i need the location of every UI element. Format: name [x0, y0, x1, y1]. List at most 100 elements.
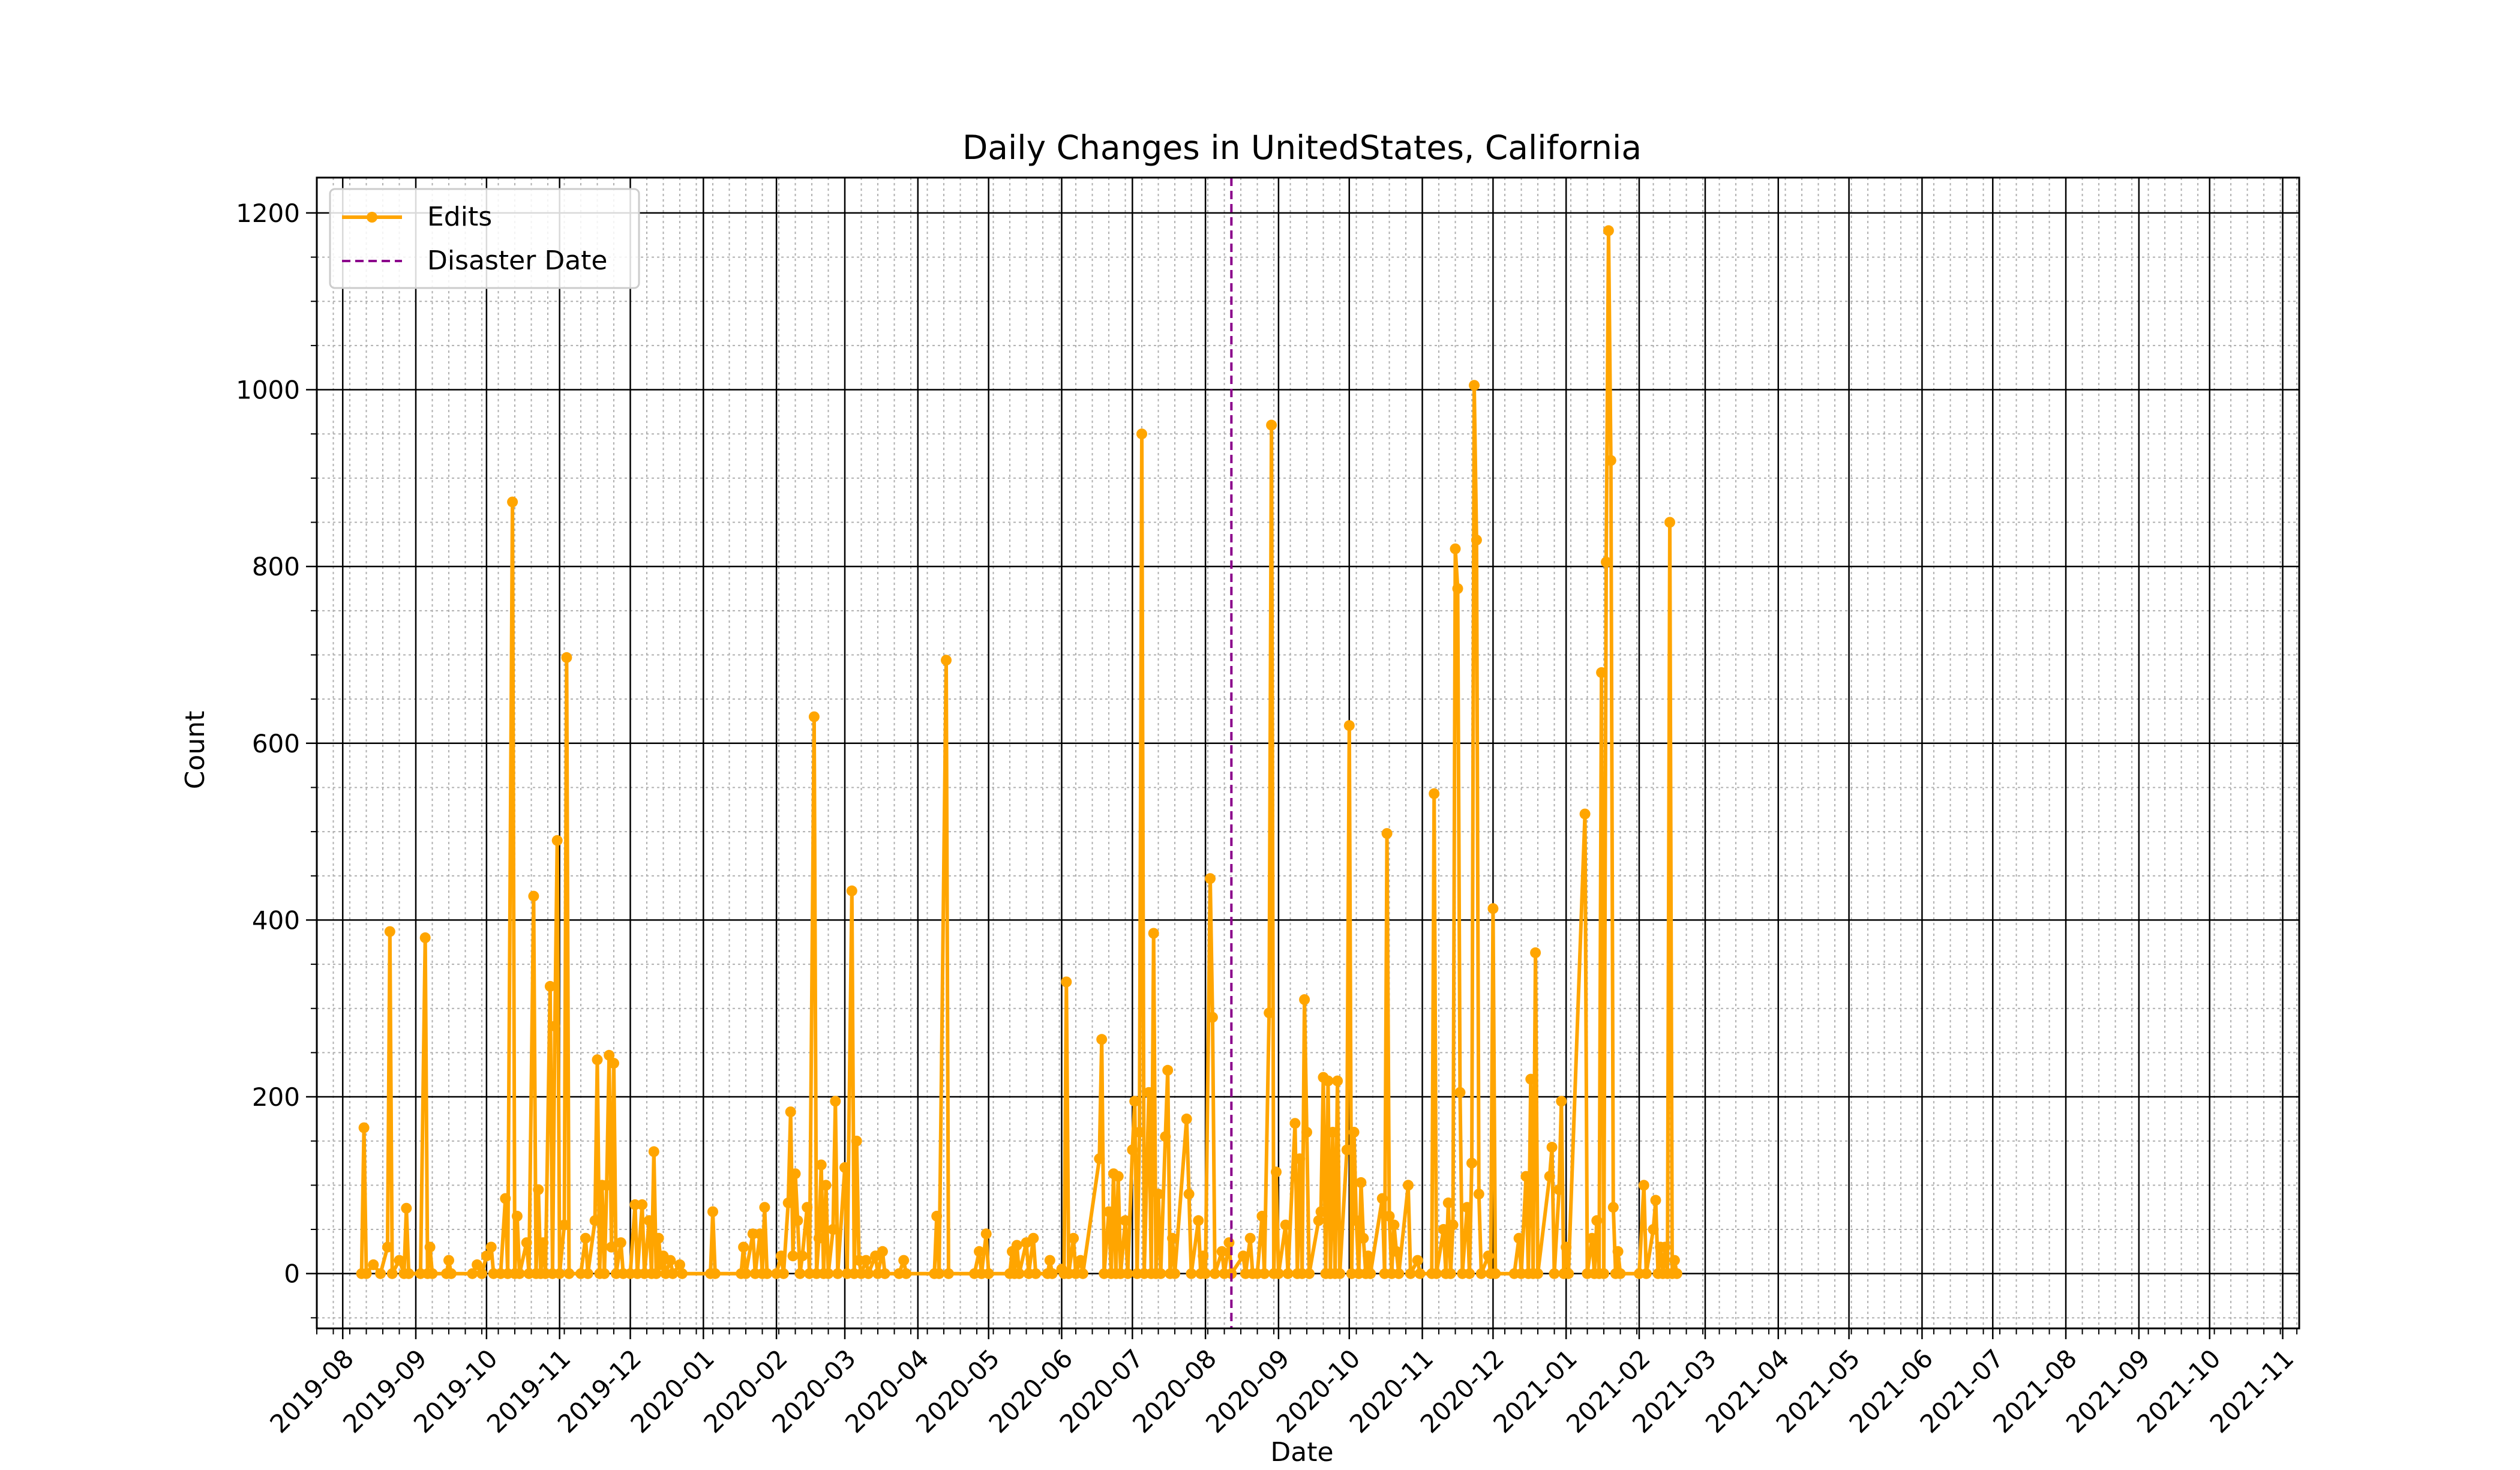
edits-point — [1103, 1206, 1114, 1217]
edits-point — [511, 1210, 523, 1222]
edits-point — [1471, 535, 1482, 545]
edits-point — [655, 1259, 667, 1270]
edits-point — [1343, 720, 1355, 731]
edits-point — [1332, 1075, 1343, 1087]
edits-point — [778, 1268, 789, 1279]
edits-point — [1134, 1127, 1145, 1138]
edits-point — [820, 1180, 832, 1191]
edits-point — [1028, 1232, 1039, 1244]
edits-point — [1299, 994, 1310, 1005]
legend-box — [329, 188, 640, 289]
edits-point — [1162, 1064, 1174, 1076]
edits-point — [1454, 1087, 1466, 1098]
edits-point — [1546, 1142, 1558, 1153]
edits-point — [544, 980, 556, 992]
edits-point — [1322, 1075, 1334, 1087]
edits-point — [943, 1268, 954, 1279]
edits-point — [1013, 1268, 1025, 1279]
edits-point — [1596, 667, 1607, 678]
edits-point — [427, 1268, 438, 1279]
edits-point — [643, 1215, 655, 1226]
edits-point — [1238, 1250, 1249, 1262]
edits-point — [1129, 1096, 1141, 1107]
legend-edits-marker — [367, 212, 377, 223]
edits-point — [1155, 1268, 1166, 1279]
edits-point — [1266, 419, 1277, 431]
edits-point — [582, 1268, 593, 1279]
edits-point — [1271, 1166, 1282, 1178]
edits-point — [1431, 1268, 1442, 1279]
y-tick-label: 200 — [252, 1082, 300, 1112]
edits-point — [653, 1232, 664, 1244]
edits-point — [615, 1237, 626, 1249]
edits-point — [1160, 1131, 1171, 1142]
edits-point — [877, 1246, 888, 1257]
edits-point — [846, 885, 857, 896]
edits-point — [554, 1268, 565, 1279]
edits-point — [1483, 1250, 1494, 1262]
edits-point — [1445, 1268, 1456, 1279]
edits-point — [827, 1224, 839, 1235]
legend-disaster-label: Disaster Date — [427, 245, 607, 276]
edits-point — [740, 1268, 751, 1279]
edits-point — [403, 1268, 415, 1279]
edits-point — [521, 1237, 532, 1249]
edits-point — [1061, 976, 1072, 988]
edits-point — [1244, 1232, 1256, 1244]
edits-point — [481, 1250, 492, 1262]
edits-point — [931, 1210, 943, 1222]
edits-point — [1607, 1202, 1619, 1213]
edits-point — [1207, 1012, 1218, 1023]
edits-point — [1200, 1268, 1211, 1279]
edits-point — [384, 926, 395, 937]
edits-point — [606, 1241, 617, 1253]
edits-point — [1223, 1237, 1235, 1249]
edits-point — [782, 1197, 794, 1208]
edits-point — [1391, 1246, 1402, 1257]
y-tick-label: 400 — [252, 905, 300, 935]
edits-point — [1469, 380, 1480, 391]
edits-point — [832, 1268, 844, 1279]
y-tick-label: 800 — [252, 552, 300, 581]
edits-point — [974, 1246, 985, 1257]
edits-point — [549, 1021, 560, 1032]
edits-point — [1579, 808, 1591, 820]
edits-point — [599, 1268, 610, 1279]
edits-point — [1181, 1113, 1192, 1124]
edits-point — [1030, 1268, 1042, 1279]
edits-point — [637, 1199, 648, 1210]
edits-point — [1393, 1268, 1405, 1279]
edits-point — [667, 1268, 679, 1279]
edits-point — [563, 1268, 575, 1279]
edits-point — [1289, 1118, 1301, 1129]
edits-point — [1264, 1007, 1275, 1019]
edits-point — [1327, 1127, 1339, 1138]
edits-point — [1669, 1255, 1680, 1266]
edits-point — [754, 1228, 766, 1240]
edits-point — [1122, 1268, 1133, 1279]
edits-point — [1193, 1215, 1204, 1226]
edits-point — [823, 1268, 834, 1279]
edits-point — [761, 1268, 773, 1279]
edits-point — [368, 1259, 379, 1270]
edits-point — [1388, 1219, 1400, 1231]
edits-point — [1648, 1224, 1659, 1235]
edits-point — [485, 1241, 497, 1253]
edits-point — [980, 1228, 992, 1240]
edits-point — [1280, 1219, 1291, 1231]
y-axis-label: Count — [180, 711, 211, 790]
edits-point — [860, 1255, 872, 1266]
edits-point — [580, 1232, 591, 1244]
edits-point — [1412, 1255, 1423, 1266]
edits-point — [1650, 1195, 1661, 1206]
edits-point — [1205, 873, 1216, 884]
edits-point — [851, 1135, 862, 1147]
chart-title: Daily Changes in UnitedStates, Californi… — [962, 128, 1642, 167]
edits-point — [709, 1268, 721, 1279]
edits-point — [813, 1232, 824, 1244]
edits-point — [1351, 1215, 1362, 1226]
edits-point — [1513, 1232, 1525, 1244]
edits-point — [551, 835, 563, 846]
edits-point — [802, 1202, 813, 1213]
